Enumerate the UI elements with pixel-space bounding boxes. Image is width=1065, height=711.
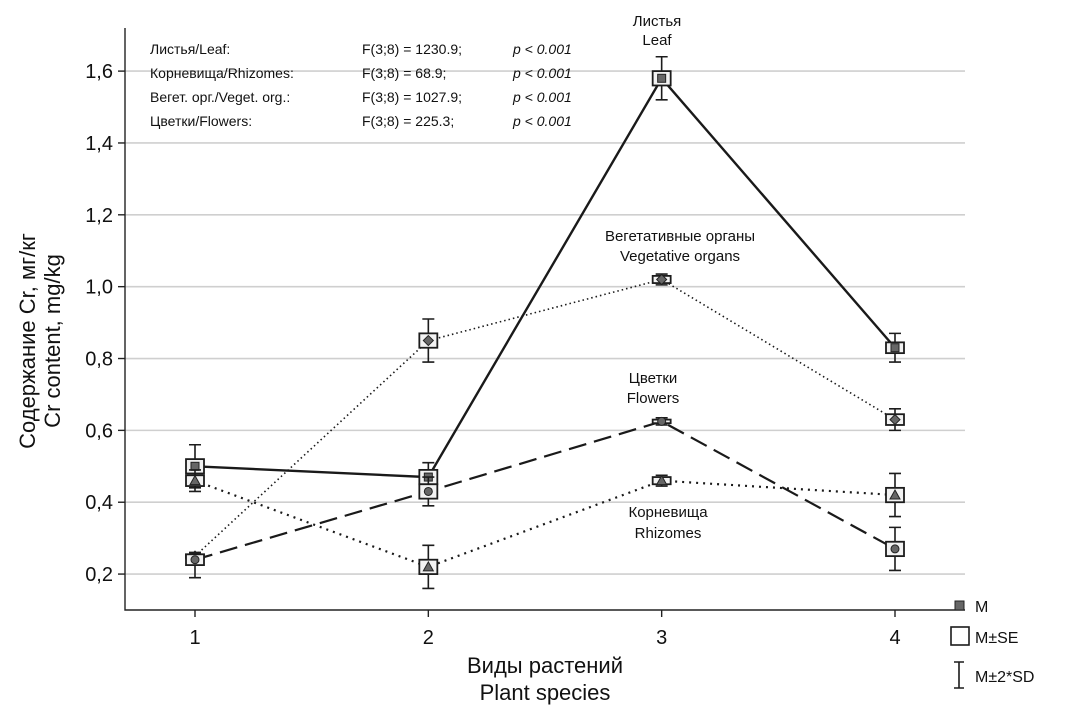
y-tick-label: 1,6 bbox=[85, 61, 113, 83]
stats-label: Цветки/Flowers: bbox=[150, 113, 252, 129]
legend-se-label: M±SE bbox=[975, 630, 1018, 647]
mean-marker-vegetative bbox=[422, 334, 435, 347]
stats-block: Листья/Leaf: F(3;8) = 1230.9; p < 0.001 … bbox=[150, 41, 572, 129]
x-tick-label: 2 bbox=[423, 627, 434, 649]
series-lines bbox=[194, 76, 896, 569]
series-line-leaf bbox=[194, 76, 896, 479]
legend-item-mean: M bbox=[954, 599, 988, 616]
stats-test: F(3;8) = 1027.9; bbox=[362, 89, 462, 105]
series-label-flowers-ru: Цветки bbox=[629, 370, 678, 387]
legend-sd-symbol bbox=[954, 661, 964, 689]
x-tick-label: 4 bbox=[889, 627, 900, 649]
series-label-leaf-en: Leaf bbox=[642, 32, 672, 49]
stats-test: F(3;8) = 225.3; bbox=[362, 113, 454, 129]
stats-p: p < 0.001 bbox=[512, 41, 572, 57]
legend-mean-symbol bbox=[954, 600, 965, 611]
y-axis-title-en: Cr content, mg/kg bbox=[40, 254, 65, 428]
mean-marker-flowers bbox=[423, 486, 433, 496]
series-label-vegetative-en: Vegetative organs bbox=[620, 248, 740, 265]
series-line-vegetative bbox=[194, 278, 896, 557]
y-tick-label: 1,2 bbox=[85, 205, 113, 227]
y-axis-title-ru: Содержание Cr, мг/кг bbox=[15, 233, 40, 449]
stats-p: p < 0.001 bbox=[512, 89, 572, 105]
series-line-rhizomes bbox=[194, 479, 896, 569]
series-line-flowers bbox=[194, 420, 896, 561]
mean-marker-flowers bbox=[890, 544, 900, 554]
mean-marker-vegetative bbox=[889, 413, 901, 426]
series-label-flowers-en: Flowers bbox=[627, 390, 680, 407]
stats-label: Листья/Leaf: bbox=[150, 41, 230, 57]
y-tick-label: 0,4 bbox=[85, 492, 113, 514]
x-tick-label: 1 bbox=[189, 627, 200, 649]
y-tick-label: 0,2 bbox=[85, 564, 113, 586]
stats-row: Корневища/Rhizomes: F(3;8) = 68.9; p < 0… bbox=[150, 65, 572, 81]
y-tick-label: 0,6 bbox=[85, 420, 113, 442]
mean-marker-rhizomes bbox=[889, 489, 901, 500]
x-tick-label: 3 bbox=[656, 627, 667, 649]
stats-row: Вегет. орг./Veget. org.: F(3;8) = 1027.9… bbox=[150, 89, 572, 105]
legend: M M±SE M±2*SD bbox=[950, 599, 1034, 689]
legend-se-symbol bbox=[950, 626, 970, 646]
y-tick-label: 0,8 bbox=[85, 349, 113, 371]
stats-row: Цветки/Flowers: F(3;8) = 225.3; p < 0.00… bbox=[150, 113, 572, 129]
stats-test: F(3;8) = 1230.9; bbox=[362, 41, 462, 57]
stats-row: Листья/Leaf: F(3;8) = 1230.9; p < 0.001 bbox=[150, 41, 572, 57]
mean-marker-flowers bbox=[190, 555, 200, 565]
mean-marker-rhizomes bbox=[189, 474, 201, 486]
legend-item-se: M±SE bbox=[950, 626, 1018, 647]
mean-marker-rhizomes bbox=[422, 560, 435, 572]
mean-marker-leaf bbox=[657, 73, 667, 83]
axis-frame bbox=[124, 28, 965, 611]
axes: 0,2 0,4 0,6 0,8 1,0 1,2 1,4 1,6 1 2 3 4 bbox=[85, 28, 965, 649]
series-label-leaf-ru: Листья bbox=[633, 13, 682, 30]
series-label-rhizomes-en: Rhizomes bbox=[635, 525, 702, 542]
legend-sd-label: M±2*SD bbox=[975, 669, 1034, 686]
data-markers bbox=[185, 55, 905, 590]
stats-label: Вегет. орг./Veget. org.: bbox=[150, 89, 290, 105]
legend-item-sd: M±2*SD bbox=[954, 661, 1034, 689]
mean-marker-leaf bbox=[890, 343, 900, 353]
x-axis-title-en: Plant species bbox=[480, 680, 611, 705]
legend-mean-label: M bbox=[975, 599, 988, 616]
stats-label: Корневища/Rhizomes: bbox=[150, 65, 294, 81]
mean-marker-flowers bbox=[657, 416, 667, 426]
mean-marker-rhizomes bbox=[655, 474, 668, 486]
x-axis-title-ru: Виды растений bbox=[467, 653, 623, 678]
stats-test: F(3;8) = 68.9; bbox=[362, 65, 446, 81]
stats-p: p < 0.001 bbox=[512, 65, 572, 81]
gridlines bbox=[125, 70, 965, 575]
y-tick-label: 1,0 bbox=[85, 277, 113, 299]
y-axis-title: Содержание Cr, мг/кг Cr content, mg/kg bbox=[15, 233, 65, 449]
y-tick-label: 1,4 bbox=[85, 133, 113, 155]
stats-p: p < 0.001 bbox=[512, 113, 572, 129]
series-label-vegetative-ru: Вегетативные органы bbox=[605, 228, 755, 245]
series-label-rhizomes-ru: Корневища bbox=[628, 504, 708, 521]
mean-marker-vegetative bbox=[655, 273, 668, 286]
